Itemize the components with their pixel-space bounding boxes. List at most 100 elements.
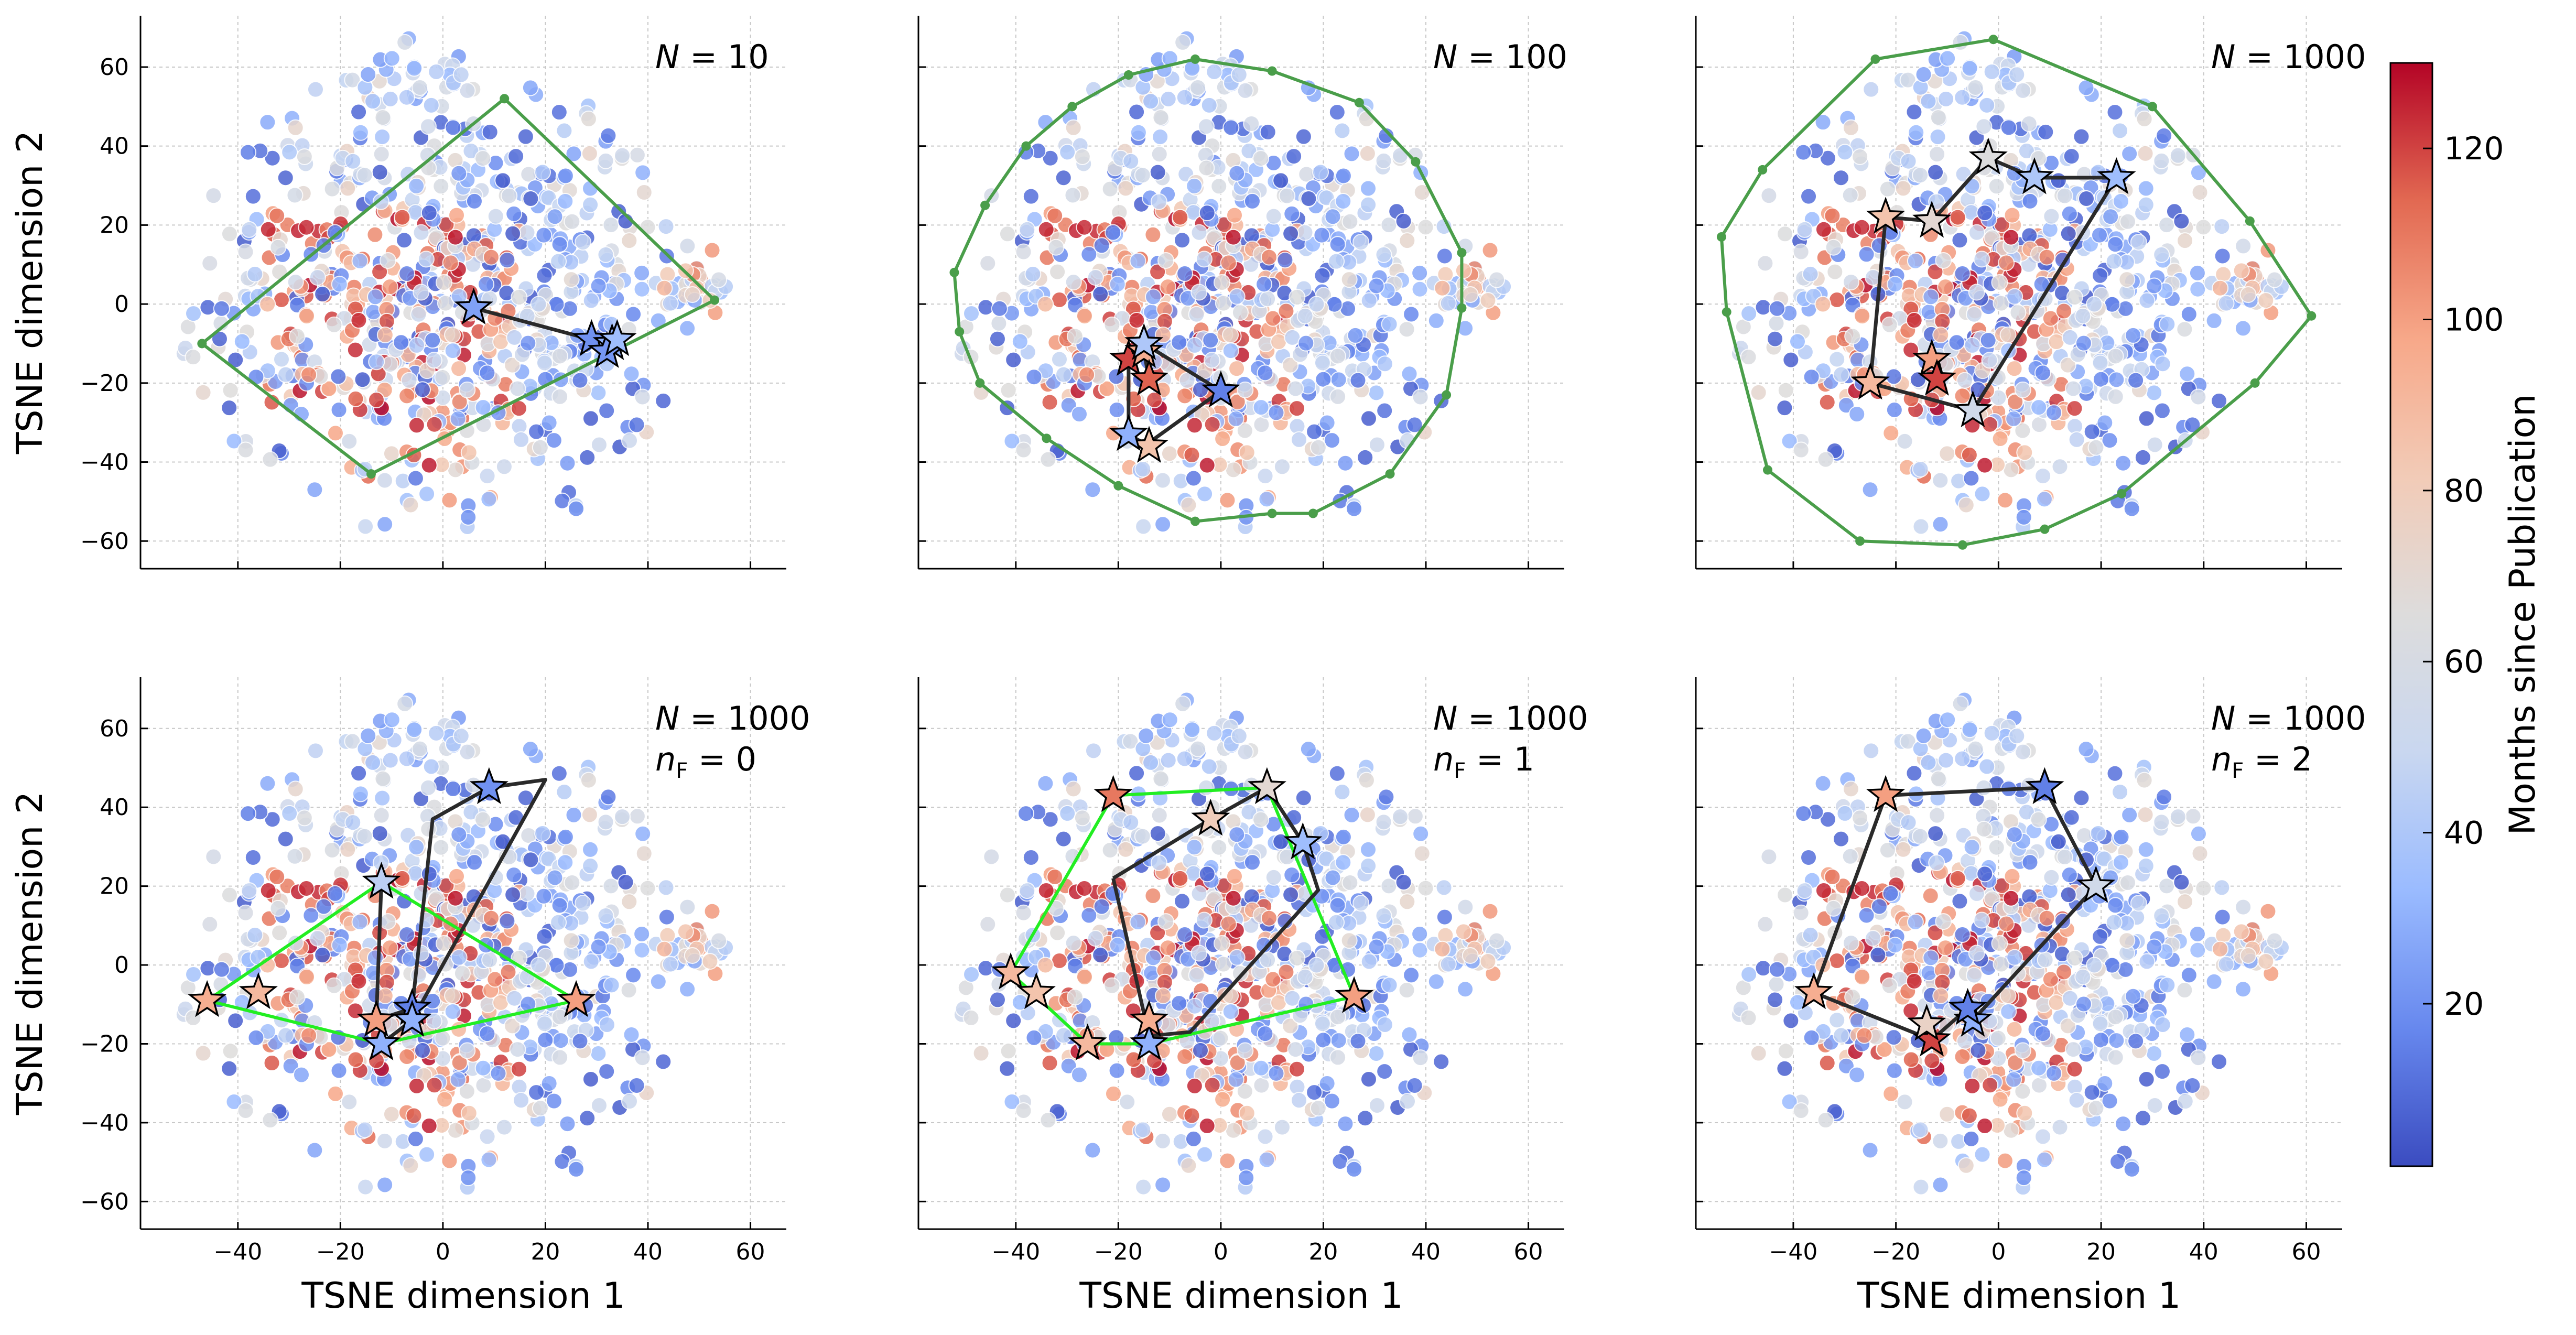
data-point: [2016, 444, 2033, 461]
data-point: [1046, 207, 1064, 224]
data-point: [505, 866, 523, 884]
data-point: [1135, 518, 1152, 535]
data-point: [1976, 1117, 1994, 1134]
data-point: [1003, 432, 1021, 450]
data-point: [1930, 109, 1947, 126]
data-point: [1076, 880, 1093, 897]
data-point: [1974, 1146, 1991, 1163]
annotation-line: nF = 1: [1433, 740, 1534, 783]
data-point: [1455, 923, 1472, 940]
data-point: [532, 1100, 549, 1117]
data-point: [1828, 351, 1846, 368]
data-point: [621, 432, 638, 449]
data-point: [2190, 825, 2207, 842]
data-point: [1375, 813, 1392, 831]
data-point: [1949, 209, 1966, 226]
data-point: [565, 806, 582, 823]
data-point: [327, 224, 344, 241]
data-point: [1226, 867, 1243, 885]
data-point: [341, 1093, 358, 1111]
data-point: [444, 342, 461, 360]
data-point: [2043, 208, 2060, 225]
data-point: [655, 392, 672, 409]
data-point: [656, 940, 673, 958]
data-point: [2036, 491, 2053, 508]
data-point: [2130, 895, 2147, 912]
data-point: [1824, 207, 1841, 224]
data-point: [2115, 454, 2132, 472]
data-point: [597, 907, 614, 924]
data-point: [1434, 279, 1451, 297]
data-point: [222, 382, 239, 399]
data-point: [1130, 124, 1147, 141]
data-point: [1202, 332, 1219, 349]
data-point: [2214, 247, 2231, 265]
data-point: [351, 252, 369, 269]
data-point: [614, 808, 631, 826]
data-point: [534, 824, 551, 842]
data-point: [2127, 372, 2145, 389]
data-point: [1237, 82, 1254, 99]
data-point: [1782, 351, 1800, 368]
data-point: [452, 66, 470, 83]
data-point: [1768, 300, 1785, 317]
data-point: [1252, 399, 1270, 416]
data-point: [2235, 237, 2252, 255]
hull-vertex: [1385, 469, 1395, 479]
data-point: [1084, 1142, 1101, 1159]
data-point: [1358, 772, 1375, 789]
data-point: [1776, 399, 1793, 417]
data-point: [1401, 365, 1418, 383]
data-point: [1222, 119, 1240, 136]
data-point: [1359, 806, 1376, 823]
data-point: [2137, 841, 2155, 858]
data-point: [1335, 854, 1352, 871]
data-point: [1375, 152, 1392, 169]
data-point: [398, 387, 416, 405]
data-point: [1213, 935, 1230, 952]
data-point: [1154, 516, 1172, 533]
data-point: [480, 491, 497, 508]
data-point: [590, 277, 607, 295]
data-point: [1817, 451, 1834, 468]
data-point: [513, 431, 530, 448]
data-point: [357, 518, 374, 535]
data-point: [2159, 316, 2176, 333]
data-point: [1288, 400, 1305, 417]
data-point: [546, 869, 564, 886]
data-point: [1283, 866, 1301, 884]
data-point: [246, 926, 264, 943]
data-point: [1967, 79, 1984, 96]
data-point: [1074, 809, 1091, 827]
data-point: [1792, 441, 1810, 459]
data-point: [1436, 247, 1453, 265]
data-point: [2153, 402, 2171, 419]
data-point: [344, 71, 361, 89]
data-point: [519, 334, 537, 352]
data-point: [1976, 457, 1994, 474]
data-point: [407, 470, 424, 487]
data-point: [1767, 991, 1784, 1008]
data-point: [221, 225, 238, 243]
data-point: [1144, 887, 1162, 905]
y-tick-label: −60: [80, 528, 129, 555]
data-point: [1895, 841, 1912, 858]
data-point: [447, 229, 464, 246]
data-point: [597, 246, 614, 263]
data-point: [1315, 1032, 1332, 1049]
data-point: [1018, 805, 1035, 822]
data-point: [2213, 218, 2231, 235]
data-point: [273, 351, 290, 368]
annotation-line: N = 1000: [1433, 699, 1588, 737]
data-point: [1413, 845, 1431, 862]
data-point: [1022, 849, 1040, 866]
data-point: [1328, 253, 1345, 270]
x-tick-label: 20: [531, 1239, 560, 1265]
data-point: [1272, 172, 1290, 189]
data-point: [568, 500, 585, 517]
data-point: [450, 826, 468, 843]
background-points: [953, 691, 1512, 1196]
data-point: [1912, 167, 1929, 184]
data-point: [1343, 145, 1360, 162]
data-point: [315, 898, 332, 915]
